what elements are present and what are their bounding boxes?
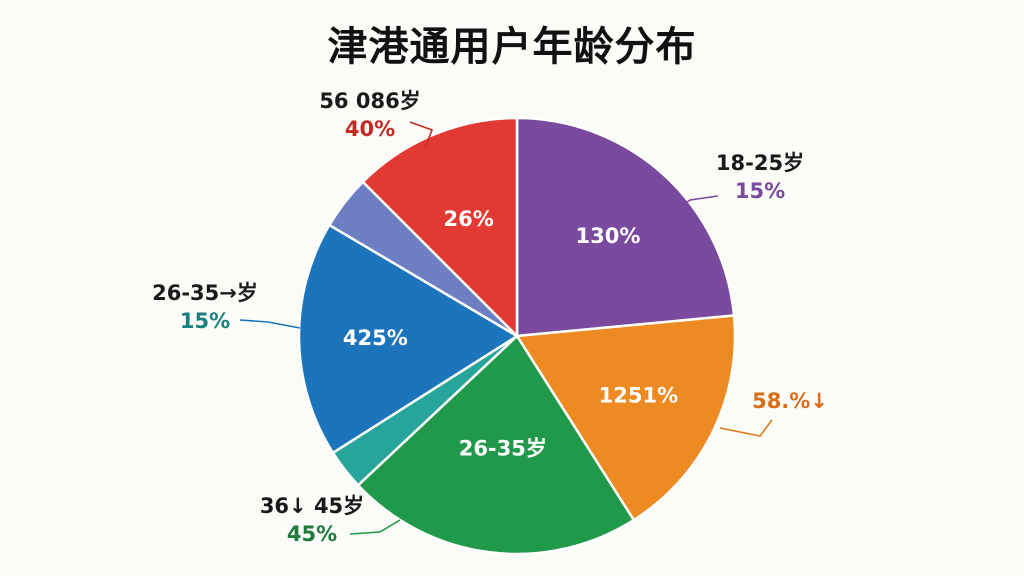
outer-name-18-25: 18-25岁 (716, 151, 804, 175)
slice-inner-label-2: 1251% (599, 383, 679, 407)
chart-title: 津港通用户年龄分布 (327, 24, 697, 70)
leader-line-1 (649, 195, 719, 231)
pie-slice-3 (356, 334, 636, 556)
slice-inner-label-7: 26% (443, 207, 493, 231)
outer-pct-40: 40% (345, 117, 395, 141)
outer-pct-45: 45% (287, 522, 337, 546)
slice-inner-label-1: 130% (576, 224, 641, 248)
pie-slice-5 (297, 223, 520, 455)
pie-slice-2 (514, 314, 737, 522)
slice-inner-label-5: 425% (343, 326, 408, 350)
outer-name-56: 56 086岁 (319, 89, 420, 113)
outer-pct-15-purple: 15% (735, 179, 785, 203)
outer-pct-58: 58.%↓ (752, 389, 828, 413)
leader-line-2 (719, 419, 773, 437)
outer-name-36-45: 36↓ 45岁 (260, 494, 364, 518)
outer-name-26-35: 26-35→岁 (152, 281, 258, 305)
pie-slice-1 (515, 116, 736, 338)
leader-line-7 (409, 121, 434, 149)
leader-line-3 (349, 519, 401, 535)
outer-pct-15-teal: 15% (180, 309, 230, 333)
slice-inner-label-3: 26-35岁 (459, 436, 547, 460)
pie-slice-7 (361, 116, 519, 340)
leader-line-5 (239, 319, 301, 329)
